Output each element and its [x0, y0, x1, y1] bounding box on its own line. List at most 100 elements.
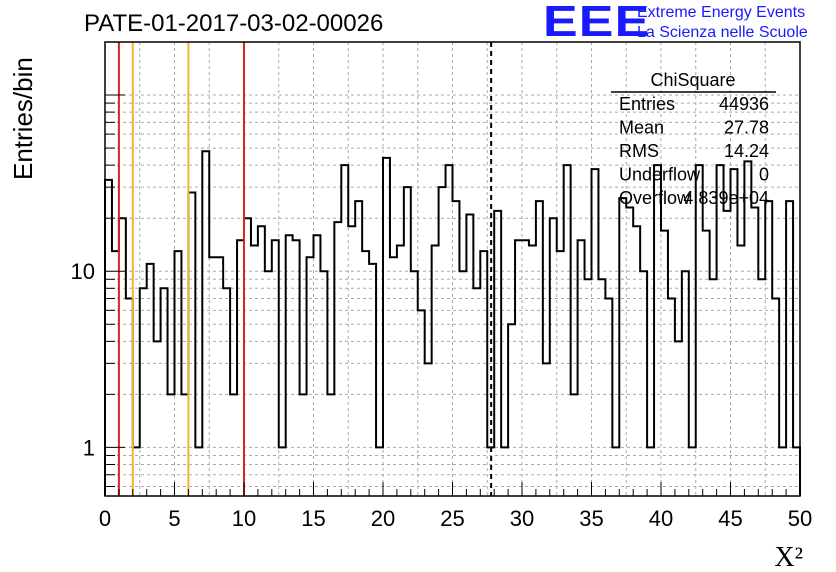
histogram-bin — [195, 447, 202, 496]
histogram-bin — [612, 447, 619, 496]
histogram-bin — [188, 192, 195, 496]
histogram-bin — [459, 271, 466, 496]
histogram-bin — [550, 218, 557, 496]
histogram-bin — [119, 218, 126, 496]
histogram-bin — [661, 231, 668, 496]
histogram-bin — [175, 251, 182, 496]
x-tick-label: 40 — [649, 506, 673, 531]
histogram-bin — [279, 447, 286, 496]
x-tick-label: 25 — [440, 506, 464, 531]
histogram-bin — [536, 201, 543, 496]
histogram-bin — [286, 235, 293, 496]
y-tick-label: 1 — [83, 435, 95, 460]
x-axis-label: X² — [774, 542, 803, 572]
x-tick-label: 35 — [579, 506, 603, 531]
histogram-bin — [480, 251, 487, 496]
stats-box-name: ChiSquare — [650, 70, 735, 90]
logo-line-2: La Scienza nelle Scuole — [637, 24, 808, 41]
histogram-bin — [522, 240, 529, 496]
histogram-bin — [647, 447, 654, 496]
histogram-bin — [168, 394, 175, 496]
histogram-bin — [529, 245, 536, 496]
histogram-bin — [147, 264, 154, 496]
histogram-bin — [793, 447, 800, 496]
histogram-bin — [654, 165, 661, 496]
histogram-bin — [592, 169, 599, 496]
histogram-bin — [411, 271, 418, 496]
histogram-bin — [626, 207, 633, 496]
histogram-bin — [439, 187, 446, 496]
x-tick-label: 0 — [99, 506, 111, 531]
histogram-bin — [300, 394, 307, 496]
histogram-bin — [272, 240, 279, 496]
histogram-bin — [751, 207, 758, 496]
histogram-bin — [724, 211, 731, 496]
histogram-bin — [334, 222, 341, 496]
axes: 0 5 10 15 20 25 30 35 40 45 50 1 10 — [71, 41, 812, 531]
histogram-bin — [779, 447, 786, 496]
stats-value: 27.78 — [724, 118, 769, 138]
histogram-bin — [703, 231, 710, 496]
histogram-bin — [689, 447, 696, 496]
stats-value: 4.839e+04 — [683, 188, 769, 208]
histogram-bin — [744, 161, 751, 496]
reference-lines — [117, 42, 493, 496]
histogram-bin — [543, 363, 550, 496]
histogram-bin — [494, 211, 501, 496]
histogram-bin — [265, 271, 272, 496]
histogram-bin — [244, 218, 251, 496]
histogram-bin — [237, 240, 244, 496]
histogram-bin — [341, 165, 348, 496]
histogram-bin — [508, 324, 515, 496]
grid — [105, 42, 800, 496]
x-tick-label: 45 — [718, 506, 742, 531]
stats-label: Entries — [619, 94, 675, 114]
histogram-bin — [640, 271, 647, 496]
histogram-bin — [696, 165, 703, 496]
histogram-bin — [585, 279, 592, 496]
histogram-bin — [216, 257, 223, 496]
histogram-bin — [473, 288, 480, 496]
histogram-bars — [104, 150, 801, 496]
histogram-bin — [369, 264, 376, 496]
histogram-bin — [786, 201, 793, 496]
stats-label: Overflow — [619, 188, 691, 208]
histogram-bin — [251, 245, 258, 496]
histogram-bin — [202, 151, 209, 496]
stats-label: Underflow — [619, 165, 701, 185]
histogram-bin — [320, 271, 327, 496]
stats-value: 0 — [759, 165, 769, 185]
histogram-bin — [675, 341, 682, 496]
histogram-bin — [717, 165, 724, 496]
stats-value: 44936 — [719, 94, 769, 114]
histogram-bin — [564, 165, 571, 496]
histogram-bin — [390, 257, 397, 496]
stats-value: 14.24 — [724, 141, 769, 161]
histogram-bin — [446, 165, 453, 496]
histogram-bin — [619, 198, 626, 496]
histogram-bin — [105, 180, 112, 496]
histogram-bin — [383, 158, 390, 496]
y-tick-label: 10 — [71, 259, 95, 284]
histogram-bin — [348, 226, 355, 496]
histogram-bin — [578, 240, 585, 496]
x-tick-label: 15 — [301, 506, 325, 531]
histogram-bin — [758, 279, 765, 496]
histogram-bin — [571, 394, 578, 496]
histogram-bin — [126, 299, 133, 496]
histogram-bin — [668, 299, 675, 496]
chart-title: PATE-01-2017-03-02-00026 — [84, 10, 384, 37]
histogram-bin — [307, 257, 314, 496]
histogram-bin — [376, 447, 383, 496]
histogram-bin — [133, 447, 140, 496]
histogram-bin — [362, 251, 369, 496]
histogram-bin — [682, 271, 689, 496]
stats-label: Mean — [619, 118, 664, 138]
histogram-bin — [140, 288, 147, 496]
histogram-bin — [605, 299, 612, 496]
histogram-bin — [230, 394, 237, 496]
histogram-bin — [314, 235, 321, 496]
histogram-bin — [258, 226, 265, 496]
histogram-bin — [223, 288, 230, 496]
